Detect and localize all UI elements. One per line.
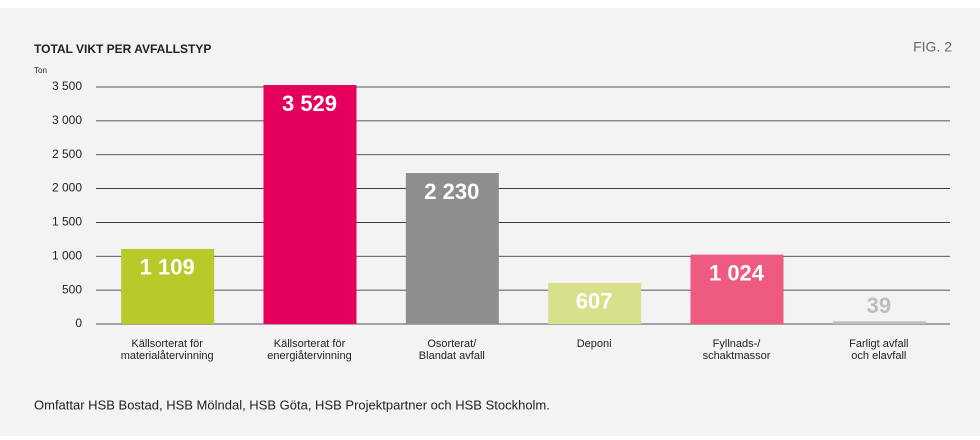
x-tick-label: Osorterat/Blandat avfall (419, 338, 485, 362)
y-tick-label: 3 000 (52, 113, 82, 127)
chart-title: TOTAL VIKT PER AVFALLSTYP (34, 42, 211, 56)
bar (690, 254, 784, 324)
bar (405, 172, 499, 324)
value-label: 1 109 (140, 255, 195, 280)
x-tick-label: Deponi (577, 338, 612, 350)
fig-label: FIG. 2 (913, 39, 952, 55)
footnote: Omfattar HSB Bostad, HSB Mölndal, HSB Gö… (34, 397, 550, 412)
value-label: 2 230 (424, 179, 479, 204)
y-axis-unit: Ton (34, 66, 47, 75)
x-tick-line: materialåtervinning (121, 350, 214, 362)
y-tick-label: 1 000 (52, 248, 82, 262)
y-tick-label: 1 500 (52, 215, 82, 229)
x-tick-label: Källsorterat för materialåtervinning (121, 338, 214, 362)
bar (121, 248, 215, 324)
x-tick-line: Källsorterat för (131, 338, 203, 350)
y-tick-label: 0 (75, 316, 82, 330)
value-label: 39 (867, 293, 891, 318)
bar (548, 282, 642, 324)
y-tick-label: 3 500 (52, 79, 82, 93)
bar (832, 321, 926, 324)
x-tick-line: Blandat avfall (419, 350, 485, 362)
x-tick-line: Källsorterat för (274, 338, 346, 350)
y-tick-label: 2 000 (52, 181, 82, 195)
x-tick-line: Osorterat/ (427, 338, 477, 350)
x-tick-line: Farligt avfall (849, 338, 908, 350)
x-tick-line: Fyllnads-/ (713, 338, 762, 350)
x-tick-line: och elavfall (851, 350, 906, 362)
value-label: 3 529 (282, 91, 337, 116)
x-tick-line: schaktmassor (703, 350, 771, 362)
bar (263, 85, 357, 324)
y-tick-label: 2 500 (52, 147, 82, 161)
x-tick-line: energiåtervinning (267, 350, 351, 362)
x-tick-label: Källsorterat för energiåtervinning (267, 338, 351, 362)
x-tick-label: Fyllnads-/schaktmassor (703, 338, 771, 362)
x-tick-line: Deponi (577, 338, 612, 350)
y-tick-label: 500 (62, 282, 82, 296)
value-label: 607 (576, 289, 613, 314)
value-label: 1 024 (709, 260, 765, 285)
x-tick-label: Farligt avfall och elavfall (849, 338, 908, 362)
